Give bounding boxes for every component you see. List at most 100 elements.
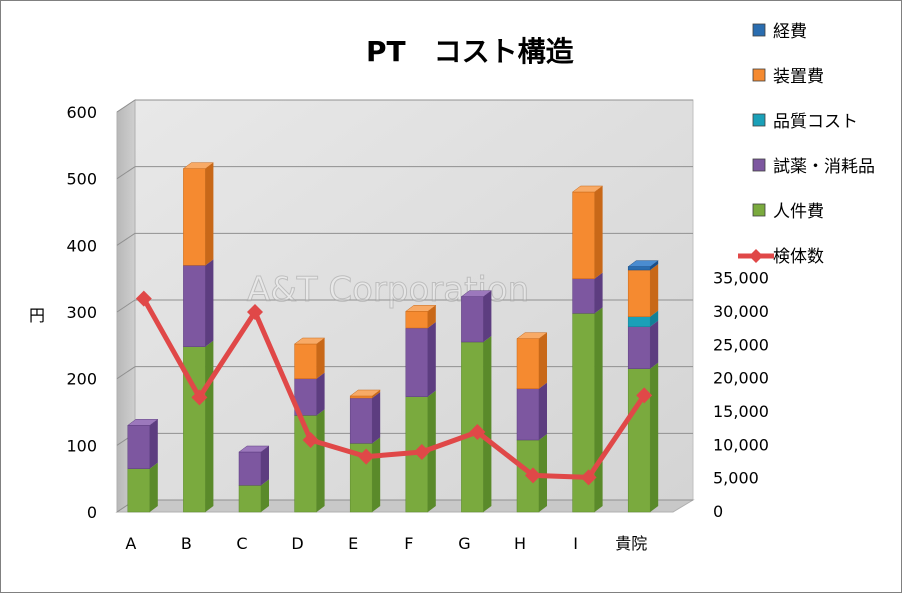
bar-segment-side (650, 320, 659, 369)
legend-swatch (752, 203, 766, 217)
bar-segment-side (650, 310, 659, 327)
bar-segment-side (316, 372, 325, 416)
bar-segment (183, 265, 206, 347)
bar-segment-side (261, 446, 269, 486)
bar-segment-side (372, 437, 381, 512)
line-marker (135, 290, 152, 307)
bar-segment (183, 168, 206, 266)
bar-segment-side (650, 362, 659, 512)
gridline-side (116, 99, 136, 113)
bar-segment (516, 388, 540, 441)
gridline-side (116, 299, 136, 313)
y2-tick-label: 25,000 (713, 335, 769, 354)
bar-segment (405, 311, 429, 329)
y-tick-label: 300 (66, 303, 97, 322)
bar-segment (238, 485, 262, 513)
x-tick-label: C (236, 534, 247, 553)
bar-top (571, 185, 604, 193)
x-tick-label: G (458, 534, 470, 553)
bar-segment (627, 266, 651, 271)
x-tick-label: E (348, 534, 358, 553)
bar-segment (349, 397, 373, 444)
bar-top (293, 337, 326, 345)
bar-top (182, 162, 215, 169)
bar-segment-side (650, 260, 659, 270)
gridline-side (116, 232, 136, 246)
bar-segment (294, 343, 317, 379)
gridline-side (116, 166, 136, 180)
legend-swatch (752, 113, 766, 127)
legend-label: 品質コスト (773, 112, 858, 132)
bar-segment-side (205, 340, 214, 512)
x-tick-label: F (404, 534, 413, 553)
x-tick-label: A (125, 534, 136, 553)
bar-segment (627, 269, 651, 317)
bar-segment-side (650, 264, 659, 317)
legend-label: 経費 (773, 22, 807, 42)
x-axis: A B C D E F G H I 貴院 (125, 534, 647, 553)
bar-segment-side (539, 332, 547, 389)
bar-segment-side (205, 162, 214, 266)
x-tick-label: I (573, 534, 578, 553)
secondary-y-axis: 0 5,000 10,000 15,000 20,000 25,000 30,000 35,0… (713, 269, 769, 521)
bar-segment-side (539, 382, 547, 440)
bar-top (516, 332, 548, 339)
bar-segment (627, 316, 651, 327)
bar-segment-side (149, 419, 158, 469)
bar-segment-side (372, 392, 381, 444)
legend-marker (749, 249, 763, 263)
bar-segment-side (427, 322, 436, 397)
y2-tick-label: 10,000 (713, 435, 769, 454)
bar-segment (238, 451, 262, 486)
x-tick-label: 貴院 (615, 534, 647, 553)
legend-label: 検体数 (773, 247, 824, 267)
y-tick-label: 400 (66, 236, 97, 255)
line-marker (358, 448, 375, 465)
legend-label: 人件費 (773, 202, 824, 222)
line-marker (247, 304, 263, 320)
y-tick-label: 0 (87, 503, 97, 522)
bar-segment (461, 296, 484, 343)
line-marker (413, 444, 430, 460)
bar-segment-side (149, 462, 158, 512)
bar-segment-side (205, 259, 214, 347)
primary-y-axis: 0 100 200 300 400 500 600 (66, 103, 97, 522)
bar-segment (572, 191, 595, 279)
bar-segment-side (261, 479, 269, 512)
bar-segment (349, 395, 373, 399)
bar-top (627, 260, 659, 267)
y-tick-label: 200 (66, 370, 97, 389)
x-tick-label: B (181, 534, 192, 553)
bar-segment-side (427, 390, 436, 512)
bar-segment (627, 326, 651, 369)
y-axis-label: 円 (29, 306, 45, 325)
legend-swatch (752, 158, 766, 172)
sample-count-line (135, 290, 653, 486)
bar-segment (127, 468, 151, 513)
y2-tick-label: 30,000 (713, 302, 769, 321)
line-marker (636, 387, 653, 404)
bar-top (460, 290, 493, 297)
y-tick-label: 600 (66, 103, 97, 122)
bar-segment (405, 327, 429, 397)
legend-label: 試薬・消耗品 (773, 157, 875, 177)
line-path (141, 297, 647, 480)
x-tick-label: H (514, 534, 526, 553)
bar-top (238, 445, 270, 453)
gridline-side (116, 366, 136, 380)
bar-top (405, 305, 437, 312)
legend-label: 装置費 (773, 67, 824, 87)
bar-segment-side (594, 307, 603, 512)
bar-segment-side (539, 434, 547, 512)
bar-segment (127, 425, 151, 469)
line-marker (525, 467, 541, 484)
y2-tick-label: 0 (713, 502, 723, 521)
stacked-bars (127, 162, 659, 513)
line-marker (302, 432, 319, 448)
line-marker (580, 469, 597, 486)
bar-top (127, 419, 159, 426)
bar-segment-side (594, 186, 603, 279)
